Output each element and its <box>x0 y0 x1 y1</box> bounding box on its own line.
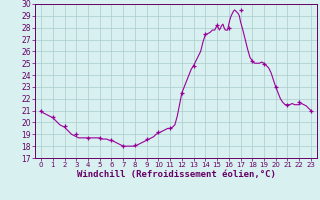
X-axis label: Windchill (Refroidissement éolien,°C): Windchill (Refroidissement éolien,°C) <box>76 170 276 179</box>
